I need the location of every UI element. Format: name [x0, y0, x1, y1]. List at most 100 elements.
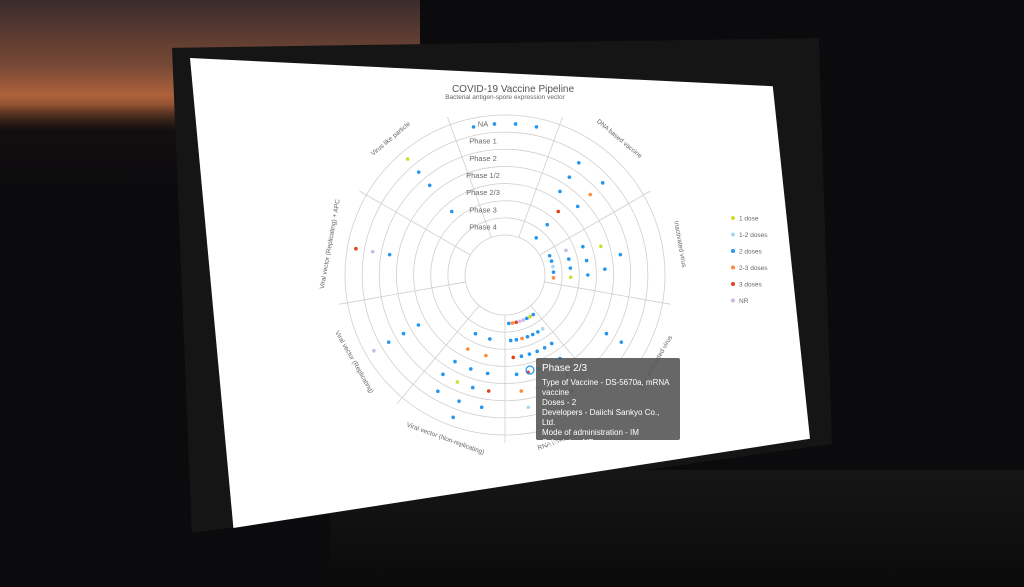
vaccine-point[interactable] [470, 385, 475, 390]
vaccine-point[interactable] [468, 367, 473, 371]
vaccine-point[interactable] [457, 399, 461, 403]
vaccine-point[interactable] [542, 345, 547, 350]
vaccine-point[interactable] [600, 181, 605, 185]
vaccine-point[interactable] [520, 336, 524, 341]
vaccine-point[interactable] [525, 334, 530, 339]
vaccine-point[interactable] [453, 359, 457, 364]
vaccine-point[interactable] [558, 189, 562, 194]
vaccine-point[interactable] [519, 389, 524, 393]
vaccine-point[interactable] [534, 235, 539, 240]
data-point-tooltip: Phase 2/3 Type of Vaccine - DS-5670a, mR… [536, 358, 680, 447]
vaccine-point[interactable] [370, 249, 375, 254]
vaccine-point[interactable] [436, 389, 440, 394]
vaccine-point[interactable] [528, 314, 532, 319]
vaccine-point[interactable] [598, 244, 603, 249]
legend-label: 2-3 doses [739, 265, 768, 272]
vaccine-point[interactable] [513, 122, 518, 126]
vaccine-point[interactable] [568, 275, 573, 280]
vaccine-point[interactable] [566, 257, 571, 261]
legend-marker [731, 265, 735, 270]
vaccine-point[interactable] [519, 354, 524, 359]
vaccine-point[interactable] [551, 276, 556, 280]
vaccine-point[interactable] [354, 246, 358, 251]
vaccine-point[interactable] [488, 337, 492, 341]
vaccine-point[interactable] [514, 320, 519, 325]
tooltip-title: Phase 2/3 [542, 363, 588, 374]
vaccine-point[interactable] [603, 267, 607, 271]
vaccine-point[interactable] [427, 183, 432, 188]
vaccine-point[interactable] [508, 338, 513, 343]
sector-label: Virus like particle [370, 120, 412, 157]
vaccine-point[interactable] [547, 253, 552, 258]
vaccine-point[interactable] [511, 355, 516, 360]
vaccine-point[interactable] [484, 353, 488, 358]
vaccine-point[interactable] [556, 209, 561, 214]
sector-divider [544, 281, 671, 305]
vaccine-point[interactable] [527, 352, 532, 356]
sector-label: DNA based vaccine [595, 118, 643, 160]
sector-label: Viral vector (Non-replicating) [405, 422, 485, 457]
vaccine-point[interactable] [551, 264, 555, 269]
vaccine-point[interactable] [618, 252, 623, 257]
vaccine-point[interactable] [486, 389, 491, 393]
vaccine-point[interactable] [471, 125, 476, 129]
vaccine-point[interactable] [526, 405, 531, 410]
sector-divider [339, 281, 466, 305]
vaccine-point[interactable] [604, 331, 609, 336]
vaccine-point[interactable] [576, 161, 581, 165]
vaccine-point[interactable] [492, 122, 497, 126]
vaccine-point[interactable] [479, 405, 484, 410]
vaccine-point[interactable] [416, 170, 421, 174]
vaccine-point[interactable] [449, 209, 454, 214]
vaccine-point[interactable] [441, 372, 445, 377]
vaccine-point[interactable] [540, 327, 545, 331]
vaccine-point[interactable] [386, 340, 391, 344]
vaccine-point[interactable] [549, 259, 554, 263]
vaccine-point[interactable] [564, 248, 568, 253]
vaccine-point[interactable] [506, 321, 511, 326]
vaccine-point[interactable] [567, 175, 572, 179]
vaccine-point[interactable] [530, 332, 535, 337]
vaccine-point[interactable] [531, 312, 536, 317]
vaccine-point[interactable] [510, 321, 515, 325]
vaccine-point[interactable] [551, 270, 556, 274]
vaccine-point[interactable] [568, 266, 573, 270]
vaccine-point[interactable] [387, 252, 392, 257]
vaccine-point[interactable] [466, 347, 470, 351]
vaccine-point[interactable] [451, 415, 456, 420]
vaccine-point[interactable] [535, 349, 539, 354]
vaccine-point[interactable] [534, 125, 539, 129]
vaccine-point[interactable] [619, 340, 624, 344]
tooltip-line: Schedule - NR [542, 438, 595, 447]
sector-divider [396, 305, 480, 404]
vaccine-point[interactable] [549, 341, 554, 346]
highlighted-point[interactable] [525, 365, 535, 375]
tooltip-line: Type of Vaccine - DS-5670a, mRNA vaccine [542, 378, 670, 397]
vaccine-point[interactable] [473, 331, 478, 336]
vaccine-point[interactable] [401, 331, 406, 336]
vaccine-point[interactable] [416, 323, 421, 327]
vaccine-point[interactable] [584, 258, 589, 263]
vaccine-point[interactable] [536, 330, 540, 334]
sector-label: Viral vector (Replicating) [333, 330, 374, 395]
vaccine-point[interactable] [521, 318, 526, 322]
vaccine-point[interactable] [372, 348, 376, 353]
vaccine-point[interactable] [518, 319, 522, 324]
vaccine-point[interactable] [581, 244, 585, 249]
ring-label: Phase 1/2 [466, 171, 500, 180]
vaccine-point[interactable] [586, 273, 590, 277]
vaccine-point[interactable] [405, 157, 410, 161]
vaccine-point[interactable] [575, 204, 580, 209]
ring-circle [464, 234, 546, 316]
vaccine-point[interactable] [588, 192, 593, 197]
vaccine-point[interactable] [485, 371, 490, 376]
tooltip-line: Mode of administration - IM [542, 428, 639, 437]
vaccine-point[interactable] [524, 316, 529, 321]
vaccine-point[interactable] [455, 380, 460, 384]
vaccine-point[interactable] [514, 337, 519, 342]
vaccine-point[interactable] [545, 222, 550, 227]
legend-label: 1 dose [739, 216, 759, 223]
vaccine-point[interactable] [514, 372, 519, 377]
legend-label: NR [739, 298, 749, 305]
